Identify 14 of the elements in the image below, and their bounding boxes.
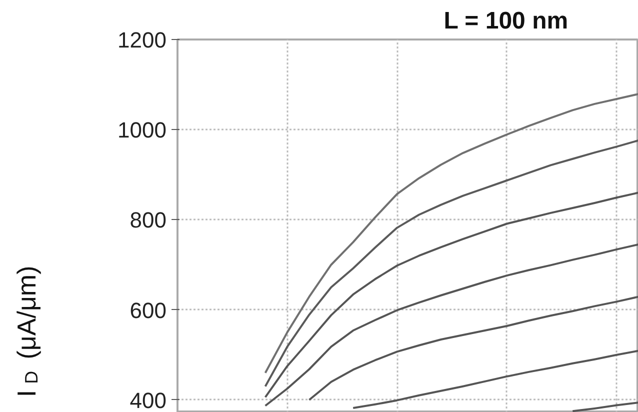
- y-tick-label: 1000: [118, 118, 167, 143]
- y-tick-label: 600: [130, 298, 167, 323]
- line-series: [264, 192, 638, 398]
- line-series: [308, 296, 638, 401]
- y-tick-label: 800: [130, 208, 167, 233]
- line-series: [264, 93, 638, 374]
- line-series: [572, 402, 638, 412]
- y-tick-label: 400: [130, 388, 167, 412]
- y-axis-title: ID (μA/μm): [12, 266, 42, 398]
- line-series: [352, 350, 638, 409]
- chart-title: L = 100 nm: [444, 8, 568, 34]
- y-tick-label: 1200: [118, 28, 167, 52]
- line-series: [264, 243, 638, 407]
- line-series: [264, 139, 638, 388]
